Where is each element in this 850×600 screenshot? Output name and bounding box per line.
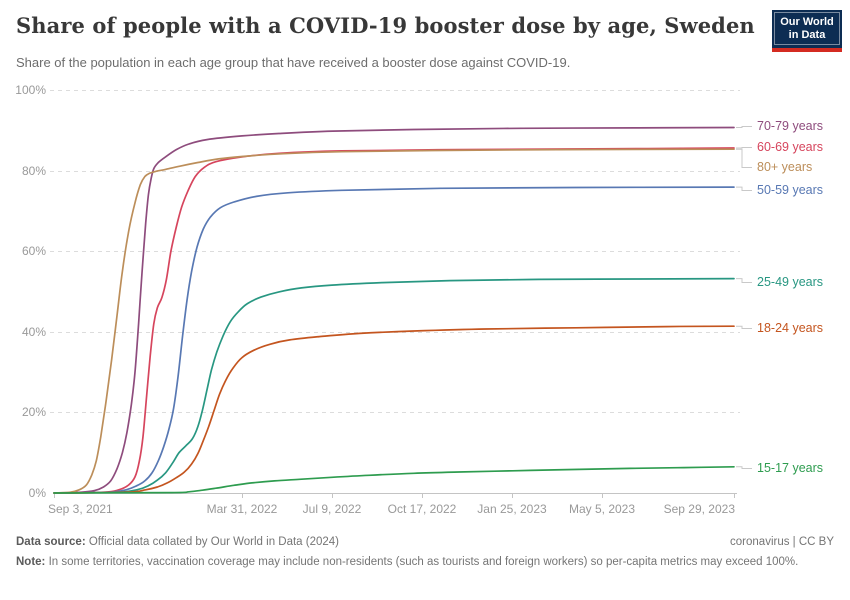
x-axis-tick-label: Sep 29, 2023: [663, 502, 735, 516]
series-line-18-24-years: [53, 325, 735, 494]
series-label-connector: [736, 148, 752, 168]
y-axis-tick-label: 0%: [28, 486, 46, 500]
x-axis-tick-label: Oct 17, 2022: [387, 502, 457, 516]
chart-canvas: [50, 90, 752, 498]
data-source-text: Official data collated by Our World in D…: [85, 536, 340, 548]
x-axis-tick-label: May 5, 2023: [568, 502, 636, 516]
series-label-connector: [736, 278, 752, 283]
license-text: coronavirus | CC BY: [730, 536, 834, 548]
owid-logo-line2: in Data: [788, 28, 826, 41]
x-axis-tick-label: Jan 25, 2023: [477, 502, 547, 516]
series-label-60-69-years: 60-69 years: [757, 140, 824, 154]
note-text: In some territories, vaccination coverag…: [45, 555, 799, 568]
x-axis-tick-label: Sep 3, 2021: [48, 502, 113, 516]
y-axis-tick-label: 20%: [21, 405, 46, 419]
series-label-15-17-years: 15-17 years: [757, 461, 824, 475]
x-axis-tick-label: Mar 31, 2022: [206, 502, 278, 516]
series-label-80-plus-years: 80+ years: [757, 160, 813, 174]
series-label-connector: [736, 147, 752, 149]
series-label-25-49-years: 25-49 years: [757, 275, 824, 289]
series-label-connector: [736, 186, 752, 191]
x-axis-tick-label: Jul 9, 2022: [302, 502, 362, 516]
series-line-15-17-years: [53, 465, 735, 494]
series-line-70-79-years: [53, 126, 735, 494]
y-axis-tick-label: 40%: [21, 325, 46, 339]
data-source-line: Data source: Official data collated by O…: [16, 534, 834, 551]
series-label-70-79-years: 70-79 years: [757, 119, 824, 133]
y-axis-tick-label: 60%: [21, 244, 46, 258]
series-line-60-69-years: [53, 147, 735, 494]
series-line-50-59-years: [53, 186, 735, 494]
note-label: Note:: [16, 555, 46, 568]
data-source-label: Data source:: [16, 536, 86, 548]
footer: Data source: Official data collated by O…: [16, 534, 834, 570]
note-line: Note: In some territories, vaccination c…: [16, 554, 834, 571]
page-title: Share of people with a COVID-19 booster …: [16, 13, 755, 38]
series-label-connector: [736, 325, 752, 329]
data-source: Data source: Official data collated by O…: [16, 534, 339, 551]
owid-logo-text: Our World in Data: [774, 12, 840, 45]
owid-logo: Our World in Data: [772, 10, 842, 52]
series-label-18-24-years: 18-24 years: [757, 321, 824, 335]
owid-logo-line1: Our World: [780, 15, 834, 28]
series-label-connector: [736, 126, 752, 128]
series-label-50-59-years: 50-59 years: [757, 183, 824, 197]
series-line-25-49-years: [53, 277, 735, 494]
y-axis-tick-label: 80%: [21, 164, 46, 178]
series-label-connector: [736, 466, 752, 469]
y-axis-tick-label: 100%: [15, 83, 46, 97]
page-subtitle: Share of the population in each age grou…: [16, 55, 571, 70]
series-line-80-years: [53, 148, 735, 494]
owid-logo-stripe: [772, 48, 842, 52]
